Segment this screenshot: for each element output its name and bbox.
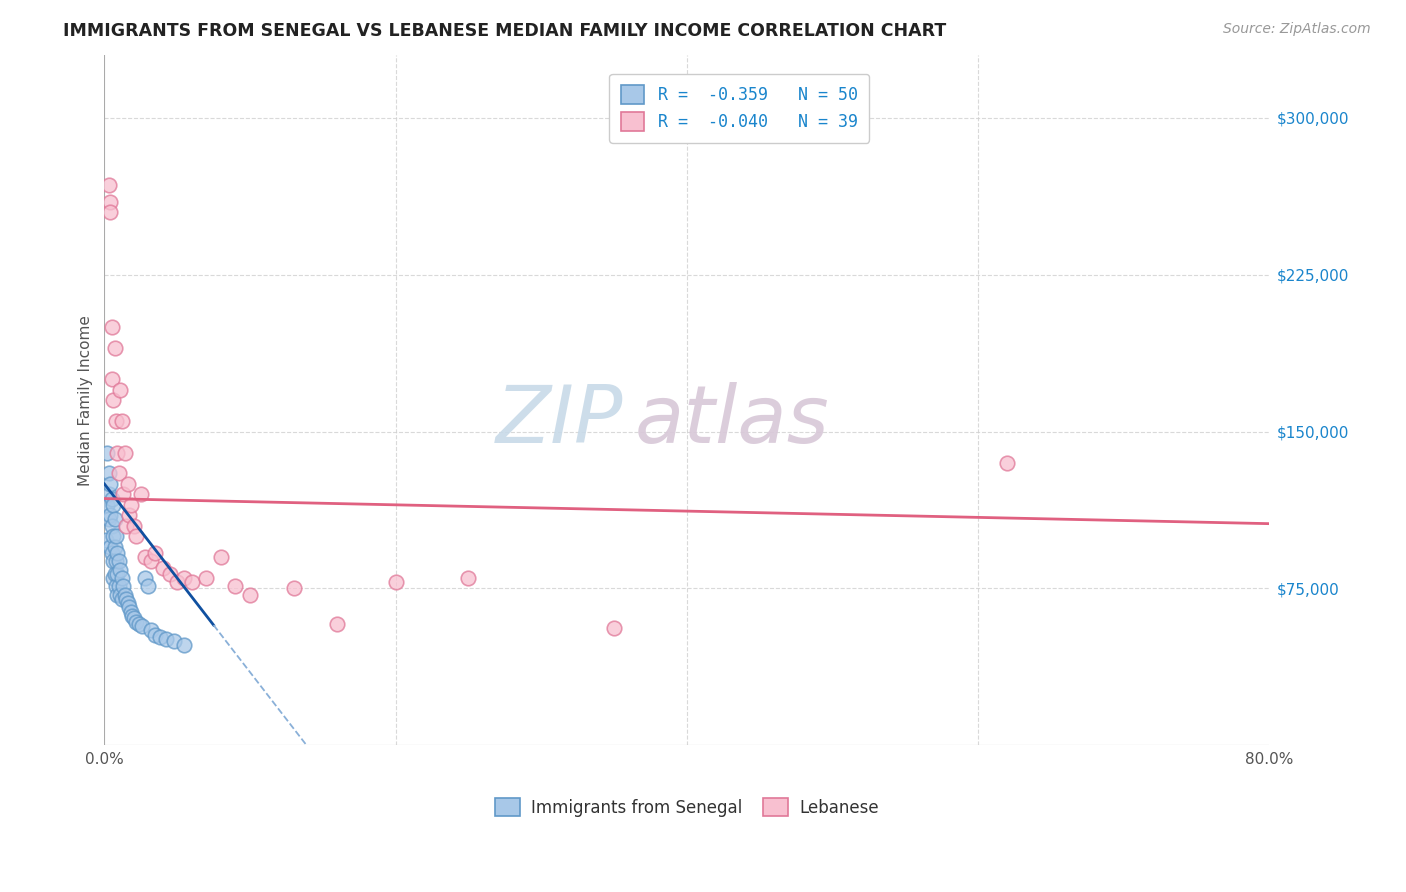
Point bbox=[283, 582, 305, 596]
Point bbox=[105, 414, 128, 428]
Point bbox=[111, 414, 134, 428]
Point bbox=[111, 591, 134, 606]
Legend: Immigrants from Senegal, Lebanese: Immigrants from Senegal, Lebanese bbox=[488, 792, 886, 823]
Point bbox=[149, 630, 172, 644]
Point bbox=[136, 579, 159, 593]
Point bbox=[101, 393, 124, 408]
Point bbox=[112, 579, 135, 593]
Point bbox=[98, 540, 121, 554]
Point bbox=[125, 615, 148, 629]
Point bbox=[110, 588, 132, 602]
Point bbox=[122, 518, 145, 533]
Point bbox=[180, 575, 202, 590]
Point bbox=[97, 512, 120, 526]
Point bbox=[98, 508, 121, 523]
Point bbox=[125, 529, 148, 543]
Point bbox=[114, 445, 136, 459]
Point bbox=[122, 611, 145, 625]
Point bbox=[384, 575, 406, 590]
Point bbox=[152, 560, 174, 574]
Point bbox=[97, 487, 120, 501]
Point bbox=[118, 508, 141, 523]
Point bbox=[134, 571, 156, 585]
Point bbox=[105, 579, 128, 593]
Point bbox=[107, 445, 129, 459]
Point bbox=[101, 498, 124, 512]
Point bbox=[134, 550, 156, 565]
Point bbox=[155, 632, 177, 646]
Point bbox=[457, 571, 479, 585]
Point bbox=[121, 608, 143, 623]
Point bbox=[96, 445, 118, 459]
Point bbox=[239, 588, 262, 602]
Point bbox=[108, 467, 131, 481]
Point bbox=[110, 383, 132, 397]
Point bbox=[108, 554, 131, 568]
Point bbox=[101, 554, 124, 568]
Point bbox=[139, 554, 162, 568]
Point bbox=[98, 477, 121, 491]
Point bbox=[166, 575, 188, 590]
Point bbox=[111, 571, 134, 585]
Point bbox=[101, 529, 124, 543]
Point bbox=[143, 546, 166, 560]
Point bbox=[326, 617, 349, 632]
Point bbox=[173, 638, 195, 652]
Point bbox=[115, 518, 138, 533]
Point bbox=[112, 487, 135, 501]
Point bbox=[97, 178, 120, 192]
Point bbox=[100, 491, 122, 506]
Point bbox=[101, 571, 124, 585]
Point bbox=[209, 550, 232, 565]
Point bbox=[117, 596, 139, 610]
Point bbox=[98, 205, 121, 219]
Point bbox=[107, 566, 129, 581]
Point bbox=[94, 533, 117, 548]
Point bbox=[108, 579, 131, 593]
Point bbox=[103, 566, 125, 581]
Point bbox=[107, 588, 129, 602]
Point bbox=[120, 605, 142, 619]
Point bbox=[107, 546, 129, 560]
Point bbox=[129, 487, 152, 501]
Point bbox=[100, 372, 122, 386]
Point bbox=[103, 512, 125, 526]
Point bbox=[100, 546, 122, 560]
Text: IMMIGRANTS FROM SENEGAL VS LEBANESE MEDIAN FAMILY INCOME CORRELATION CHART: IMMIGRANTS FROM SENEGAL VS LEBANESE MEDI… bbox=[63, 22, 946, 40]
Text: atlas: atlas bbox=[634, 382, 830, 460]
Point bbox=[163, 633, 186, 648]
Point bbox=[105, 529, 128, 543]
Point bbox=[128, 617, 150, 632]
Point bbox=[97, 467, 120, 481]
Point bbox=[100, 518, 122, 533]
Point bbox=[224, 579, 246, 593]
Point bbox=[98, 194, 121, 209]
Text: Source: ZipAtlas.com: Source: ZipAtlas.com bbox=[1223, 22, 1371, 37]
Point bbox=[131, 619, 153, 633]
Point bbox=[103, 540, 125, 554]
Point bbox=[143, 627, 166, 641]
Point bbox=[117, 477, 139, 491]
Point bbox=[195, 571, 218, 585]
Point bbox=[115, 591, 138, 606]
Point bbox=[159, 566, 181, 581]
Point bbox=[173, 571, 195, 585]
Y-axis label: Median Family Income: Median Family Income bbox=[79, 315, 93, 485]
Point bbox=[103, 341, 125, 355]
Point bbox=[100, 320, 122, 334]
Point bbox=[110, 563, 132, 577]
Point bbox=[139, 624, 162, 638]
Point bbox=[118, 600, 141, 615]
Point bbox=[114, 588, 136, 602]
Point bbox=[603, 621, 626, 635]
Point bbox=[995, 456, 1018, 470]
Text: ZIP: ZIP bbox=[495, 382, 623, 460]
Point bbox=[120, 498, 142, 512]
Point bbox=[96, 498, 118, 512]
Point bbox=[105, 554, 128, 568]
